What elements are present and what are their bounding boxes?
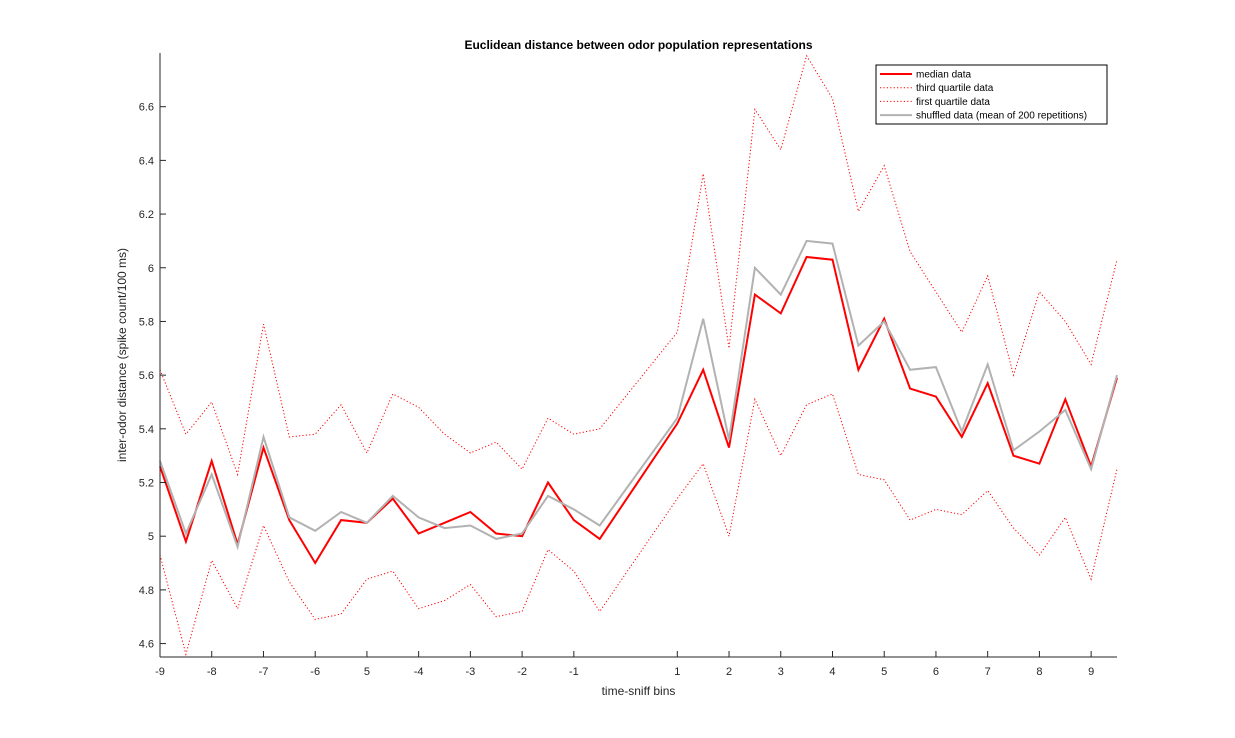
x-tick-label: -2 (517, 666, 527, 678)
x-tick-label: -4 (414, 666, 424, 678)
x-tick-label: 1 (674, 666, 680, 678)
x-tick-label: 3 (778, 666, 784, 678)
y-tick-label: 5.4 (139, 424, 154, 436)
y-tick-label: 6.4 (139, 155, 154, 167)
y-tick-label: 5 (148, 531, 154, 543)
x-tick-label: 6 (933, 666, 939, 678)
chart-title: Euclidean distance between odor populati… (464, 38, 812, 52)
x-tick-label: -7 (259, 666, 269, 678)
series-line-2 (159, 393, 1118, 657)
y-tick-label: 5.6 (139, 370, 154, 382)
legend-entry-label: median data (916, 70, 971, 81)
x-tick-label: 7 (985, 666, 991, 678)
legend: median data third quartile data first quar… (875, 64, 1108, 125)
x-tick-label: -9 (155, 666, 165, 678)
x-tick-label: -1 (569, 666, 579, 678)
y-tick-label: 5.2 (139, 478, 154, 490)
series-line-3 (159, 239, 1118, 551)
plot-area (160, 53, 1117, 657)
legend-entry-label: first quartile data (916, 97, 990, 108)
y-tick-label: 6 (148, 263, 154, 275)
x-tick-label: -8 (207, 666, 217, 678)
x-axis-title: time-sniff bins (602, 684, 676, 698)
x-tick-label: -3 (465, 666, 475, 678)
series-layer (159, 54, 1118, 657)
x-tick-label: 4 (829, 666, 835, 678)
y-tick-label: 5.8 (139, 316, 154, 328)
y-tick-label: 6.2 (139, 209, 154, 221)
x-tick-label: 2 (726, 666, 732, 678)
y-axis-title: inter-odor distance (spike count/100 ms) (115, 248, 129, 462)
series-line-1 (159, 54, 1118, 477)
legend-box (875, 64, 1108, 125)
x-tick-label: -6 (310, 666, 320, 678)
y-tick-label: 6.6 (139, 102, 154, 114)
legend-entry-label: shuffled data (mean of 200 repetitions) (916, 111, 1087, 122)
series-line-0 (159, 255, 1118, 565)
x-tick-label: 5 (881, 666, 887, 678)
x-tick-label: 5 (364, 666, 370, 678)
axes-layer: -9 -8 -7 -6 5 -4 -3 -2 -1 1 2 3 4 5 6 7 8 9 4.6 4.8 5 5.2 5.4 5… (139, 53, 1117, 678)
x-tick-label: 9 (1088, 666, 1094, 678)
x-tick-label: 8 (1036, 666, 1042, 678)
y-tick-label: 4.6 (139, 639, 154, 651)
y-tick-label: 4.8 (139, 585, 154, 597)
legend-entry-label: third quartile data (916, 83, 994, 94)
